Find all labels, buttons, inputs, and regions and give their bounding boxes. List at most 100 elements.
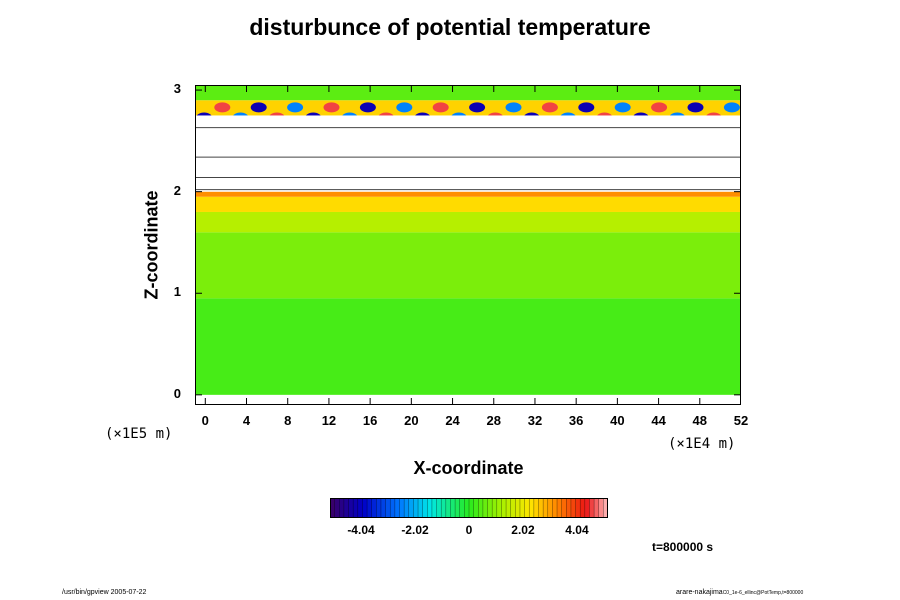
y-tick-label: 0 (173, 385, 181, 401)
colorbar-cell (570, 498, 577, 518)
colorbar-cell (561, 498, 567, 518)
colorbar-cell (413, 498, 419, 518)
colorbar-tick-label: -2.02 (401, 523, 429, 537)
colorbar-cell (441, 498, 447, 518)
colorbar-cell (496, 498, 502, 518)
turbulence-cell (323, 102, 340, 113)
x-tick-label: 4 (242, 413, 251, 428)
x-tick-label: 36 (568, 413, 584, 428)
colorbar-tick-label: -4.04 (347, 523, 375, 537)
colorbar-cell (371, 498, 377, 518)
colorbar-cell (385, 498, 391, 518)
colorbar-cell (478, 498, 484, 518)
colorbar-cell (492, 498, 498, 518)
turbulence-cell (214, 102, 231, 113)
turbulence-cell (505, 102, 522, 113)
colorbar-cell (584, 498, 590, 518)
heatmap-layer (195, 232, 741, 299)
footer-right-main: arare-nakajima (676, 589, 723, 596)
colorbar-cell (376, 498, 382, 518)
y-tick-label: 3 (173, 81, 181, 97)
colorbar-cell (380, 498, 387, 518)
y-tick-label: 2 (173, 182, 181, 198)
colorbar-cell (473, 498, 479, 518)
turbulence-cell (250, 102, 267, 113)
colorbar-cell (436, 498, 442, 518)
turbulence-cell (723, 102, 740, 113)
blank-band (195, 115, 741, 127)
colorbar-cell (339, 498, 345, 518)
colorbar-cell (343, 498, 350, 518)
colorbar-cell (455, 498, 461, 518)
colorbar-cell (482, 498, 489, 518)
colorbar-cell (598, 498, 604, 518)
heatmap-layer (195, 298, 741, 395)
colorbar-cell (404, 498, 410, 518)
x-tick-label: 20 (404, 413, 419, 428)
footer-right-small: C0_1e-6_ellinc@PotTemp,t=800000 (722, 590, 804, 596)
heatmap-layer (195, 85, 741, 101)
colorbar-cell (538, 498, 544, 518)
colorbar-tick-label: 2.02 (511, 523, 535, 537)
colorbar-cell (399, 498, 405, 518)
colorbar-cell (334, 498, 340, 518)
colorbar-cell (362, 498, 368, 518)
colorbar-cell (529, 498, 535, 518)
x-tick-label: 52 (733, 413, 749, 428)
colorbar-tick-label: 4.04 (565, 523, 589, 537)
colorbar-cell (394, 498, 400, 518)
blank-band (195, 179, 741, 192)
x-tick-label: 44 (651, 413, 666, 428)
x-tick-label: 16 (362, 413, 378, 428)
x-tick-label: 12 (321, 413, 337, 428)
colorbar-cell (533, 498, 539, 518)
turbulence-cell (614, 102, 631, 113)
blank-band (195, 128, 741, 156)
heatmap-layer (195, 196, 741, 212)
heatmap-plot (195, 85, 741, 405)
colorbar-cell (431, 498, 438, 518)
x-tick-label: 0 (201, 413, 209, 428)
colorbar-tick-label: 0 (465, 523, 473, 537)
colorbar-cell (515, 498, 521, 518)
plot-frame (195, 85, 741, 405)
heatmap-layer (195, 211, 741, 233)
colorbar-cell (510, 498, 516, 518)
colorbar-cell (450, 498, 456, 518)
y-unit-label: (×1E5 m) (105, 426, 173, 442)
y-axis-label: Z-coordinate (141, 190, 162, 300)
colorbar-cell (594, 498, 600, 518)
x-tick-label: 40 (610, 413, 625, 428)
colorbar-cell (445, 498, 451, 518)
heatmap-layer (195, 191, 741, 197)
colorbar-cell (357, 498, 363, 518)
turbulence-cell (687, 102, 704, 113)
colorbar-cell (566, 498, 572, 518)
colorbar-cell (390, 498, 396, 518)
x-unit-label: (×1E4 m) (668, 436, 736, 452)
colorbar-cell (501, 498, 507, 518)
turbulence-cell (578, 102, 595, 113)
chart-title: disturbunce of potential temperature (249, 14, 651, 40)
colorbar-frame (330, 498, 608, 518)
turbulence-cell (287, 102, 304, 113)
colorbar-cell (603, 498, 608, 518)
colorbar-cell (348, 498, 354, 518)
colorbar-cell (506, 498, 512, 518)
colorbar-cell (487, 498, 493, 518)
colorbar-cell (427, 498, 433, 518)
colorbar-cell (575, 498, 581, 518)
colorbar-cell (422, 498, 428, 518)
colorbar-cell (589, 498, 595, 518)
x-tick-label: 48 (692, 413, 708, 428)
turbulence-cell (396, 102, 413, 113)
colorbar-cell (552, 498, 558, 518)
x-tick-label: 24 (445, 413, 460, 428)
y-tick-label: 1 (173, 284, 181, 300)
turbulence-cell (432, 102, 449, 113)
time-label: t=800000 s (652, 540, 714, 554)
footer-right: arare-nakajimaC0_1e-6_ellinc@PotTemp,t=8… (676, 589, 803, 596)
blank-band (195, 159, 741, 176)
colorbar-cell (547, 498, 553, 518)
colorbar-cell (459, 498, 465, 518)
